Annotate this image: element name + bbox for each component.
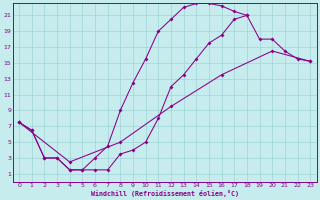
X-axis label: Windchill (Refroidissement éolien,°C): Windchill (Refroidissement éolien,°C) [91, 190, 239, 197]
